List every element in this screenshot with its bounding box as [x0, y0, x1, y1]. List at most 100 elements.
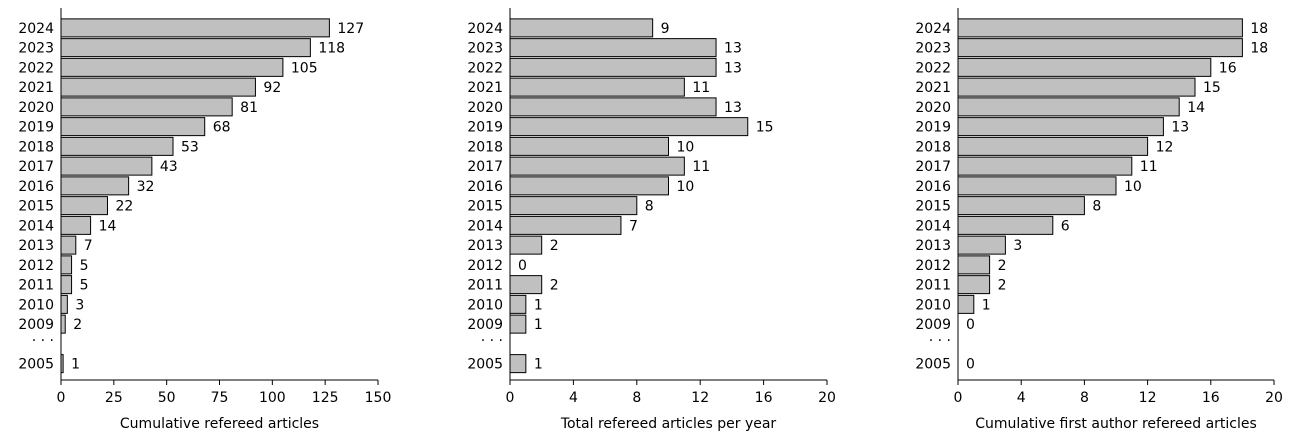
data-label: 1 [982, 297, 991, 313]
category-label: 2016 [915, 179, 951, 195]
bar [957, 77, 1196, 97]
category-label: 2014 [915, 218, 951, 234]
category-label: 2010 [467, 297, 503, 313]
bar [509, 18, 654, 38]
bar [60, 215, 92, 235]
x-tick-label: 16 [755, 390, 773, 406]
bar [60, 176, 130, 196]
x-tick-label: 150 [365, 390, 392, 406]
data-label: 7 [84, 238, 93, 254]
bar [509, 354, 527, 374]
category-label: 2014 [467, 218, 503, 234]
bar [509, 275, 543, 295]
bar [957, 196, 1085, 216]
category-label: 2011 [18, 278, 54, 294]
x-axis-label: Cumulative refereed articles [120, 416, 319, 432]
data-label: 1 [534, 357, 543, 373]
data-label: 10 [677, 139, 695, 155]
bar [957, 57, 1212, 77]
category-label: 2019 [915, 120, 951, 136]
category-label: 2005 [467, 357, 503, 373]
category-label: 2012 [18, 258, 54, 274]
category-label: · · · [929, 333, 951, 349]
category-label: 2010 [18, 297, 54, 313]
x-tick-label: 8 [632, 390, 641, 406]
data-label: 13 [724, 60, 742, 76]
bar [957, 38, 1243, 58]
bar [60, 18, 330, 38]
x-tick-label: 12 [691, 390, 709, 406]
data-label: 2 [998, 258, 1007, 274]
category-label: 2020 [915, 100, 951, 116]
bar [60, 117, 206, 137]
data-label: 14 [99, 218, 117, 234]
bar [957, 275, 991, 295]
bar [509, 176, 669, 196]
category-label: 2017 [467, 159, 503, 175]
x-tick-label: 4 [1017, 390, 1026, 406]
bar [60, 136, 174, 156]
category-label: 2021 [467, 80, 503, 96]
data-label: 11 [692, 159, 710, 175]
x-tick-label: 125 [312, 390, 339, 406]
category-label: 2022 [18, 60, 54, 76]
data-label: 81 [240, 100, 258, 116]
category-label: 2024 [467, 21, 503, 37]
data-label: 10 [1124, 179, 1142, 195]
x-tick-label: 0 [57, 390, 66, 406]
category-label: 2016 [18, 179, 54, 195]
x-tick-label: 100 [259, 390, 286, 406]
category-label: 2005 [915, 357, 951, 373]
data-label: 127 [337, 21, 364, 37]
category-label: 2023 [18, 41, 54, 57]
data-label: 105 [291, 60, 318, 76]
category-label: 2020 [18, 100, 54, 116]
category-label: 2012 [915, 258, 951, 274]
category-label: 2016 [467, 179, 503, 195]
bar [957, 294, 975, 314]
category-label: 2022 [467, 60, 503, 76]
data-label: 7 [629, 218, 638, 234]
bar [957, 235, 1006, 255]
bar [509, 215, 622, 235]
bar [509, 77, 685, 97]
category-label: 2022 [915, 60, 951, 76]
data-label: 6 [1061, 218, 1070, 234]
data-label: 14 [1187, 100, 1205, 116]
x-axis-label: Cumulative first author refereed article… [975, 416, 1257, 432]
data-label: 13 [724, 100, 742, 116]
data-label: 1 [534, 317, 543, 333]
data-label: 2 [998, 278, 1007, 294]
category-label: 2009 [915, 317, 951, 333]
data-label: 18 [1250, 41, 1268, 57]
category-label: 2023 [915, 41, 951, 57]
data-label: 3 [75, 297, 84, 313]
category-label: · · · [481, 333, 503, 349]
category-label: 2021 [915, 80, 951, 96]
x-tick-label: 25 [105, 390, 123, 406]
bar [60, 235, 77, 255]
bar [509, 117, 749, 137]
bar [60, 77, 256, 97]
data-label: 5 [80, 278, 89, 294]
category-label: 2020 [467, 100, 503, 116]
bar [509, 196, 638, 216]
category-label: 2015 [915, 199, 951, 215]
bar [509, 314, 527, 334]
data-label: 15 [1203, 80, 1221, 96]
data-label: 0 [518, 258, 527, 274]
data-label: 92 [263, 80, 281, 96]
data-label: 68 [213, 120, 231, 136]
data-label: 9 [661, 21, 670, 37]
data-label: 5 [80, 258, 89, 274]
category-label: 2019 [467, 120, 503, 136]
x-tick-label: 4 [569, 390, 578, 406]
bar [957, 136, 1149, 156]
data-label: 11 [1140, 159, 1158, 175]
bar [60, 57, 284, 77]
bar [60, 38, 311, 58]
x-tick-label: 50 [158, 390, 176, 406]
bar [60, 196, 108, 216]
